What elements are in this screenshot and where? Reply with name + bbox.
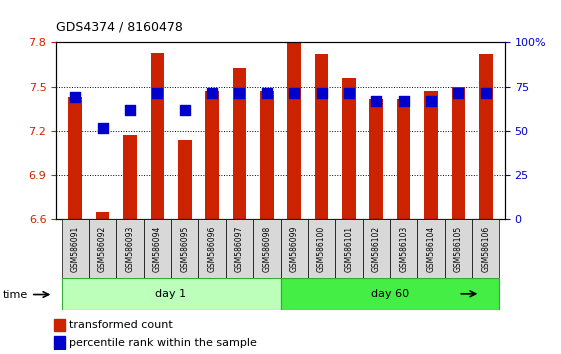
FancyBboxPatch shape — [199, 219, 226, 278]
Text: GSM586091: GSM586091 — [71, 225, 80, 272]
Text: GSM586102: GSM586102 — [372, 225, 381, 272]
Text: GSM586097: GSM586097 — [235, 225, 244, 272]
Point — [399, 99, 408, 104]
Point — [344, 90, 353, 96]
Text: GSM586104: GSM586104 — [426, 225, 435, 272]
FancyBboxPatch shape — [280, 278, 499, 310]
FancyBboxPatch shape — [335, 219, 362, 278]
Text: transformed count: transformed count — [70, 320, 173, 330]
Bar — [424, 91, 438, 219]
Bar — [68, 97, 82, 219]
Text: time: time — [3, 290, 28, 299]
Bar — [260, 91, 274, 219]
Point — [481, 90, 490, 96]
FancyBboxPatch shape — [390, 219, 417, 278]
Text: GSM586096: GSM586096 — [208, 225, 217, 272]
Bar — [233, 68, 246, 219]
Bar — [397, 98, 411, 219]
Bar — [315, 54, 328, 219]
FancyBboxPatch shape — [62, 219, 89, 278]
FancyBboxPatch shape — [62, 278, 280, 310]
Point — [98, 125, 107, 131]
FancyBboxPatch shape — [144, 219, 171, 278]
Bar — [123, 135, 137, 219]
Text: GSM586099: GSM586099 — [289, 225, 298, 272]
Text: GSM586094: GSM586094 — [153, 225, 162, 272]
Point — [317, 90, 326, 96]
Bar — [287, 42, 301, 219]
Bar — [452, 87, 465, 219]
Point — [180, 108, 189, 113]
Bar — [205, 91, 219, 219]
Bar — [150, 53, 164, 219]
Text: GSM586100: GSM586100 — [317, 225, 326, 272]
Bar — [54, 319, 65, 331]
Bar — [342, 78, 356, 219]
Point — [426, 99, 435, 104]
Text: GSM586093: GSM586093 — [126, 225, 135, 272]
Text: day 60: day 60 — [371, 289, 409, 299]
Text: GDS4374 / 8160478: GDS4374 / 8160478 — [56, 21, 183, 34]
FancyBboxPatch shape — [308, 219, 335, 278]
Point — [263, 90, 272, 96]
Point — [454, 90, 463, 96]
FancyBboxPatch shape — [226, 219, 253, 278]
FancyBboxPatch shape — [116, 219, 144, 278]
Point — [235, 90, 244, 96]
Text: GSM586095: GSM586095 — [180, 225, 189, 272]
Point — [71, 94, 80, 100]
FancyBboxPatch shape — [171, 219, 199, 278]
Bar — [479, 54, 493, 219]
Point — [372, 99, 381, 104]
FancyBboxPatch shape — [362, 219, 390, 278]
Text: GSM586092: GSM586092 — [98, 225, 107, 272]
Text: GSM586105: GSM586105 — [454, 225, 463, 272]
Text: percentile rank within the sample: percentile rank within the sample — [70, 338, 257, 348]
FancyBboxPatch shape — [89, 219, 116, 278]
Bar — [96, 212, 109, 219]
Bar — [370, 98, 383, 219]
FancyBboxPatch shape — [445, 219, 472, 278]
Point — [208, 90, 217, 96]
Point — [289, 90, 298, 96]
Text: GSM586101: GSM586101 — [344, 225, 353, 272]
FancyBboxPatch shape — [280, 219, 308, 278]
Point — [126, 108, 135, 113]
Text: GSM586106: GSM586106 — [481, 225, 490, 272]
FancyBboxPatch shape — [472, 219, 499, 278]
Text: day 1: day 1 — [155, 289, 187, 299]
Bar — [54, 336, 65, 349]
Text: GSM586098: GSM586098 — [263, 225, 272, 272]
Text: GSM586103: GSM586103 — [399, 225, 408, 272]
FancyBboxPatch shape — [253, 219, 280, 278]
Bar — [178, 140, 191, 219]
Point — [153, 90, 162, 96]
FancyBboxPatch shape — [417, 219, 445, 278]
